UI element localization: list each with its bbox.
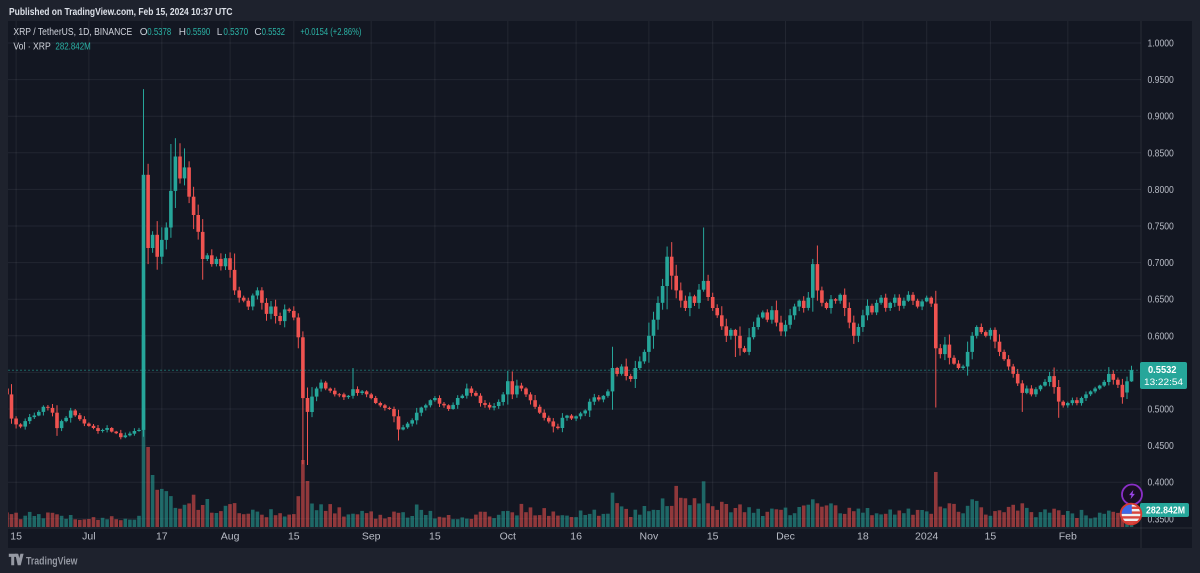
svg-text:0.5532: 0.5532 [262, 27, 286, 38]
svg-text:15: 15 [707, 531, 719, 543]
svg-text:0.8000: 0.8000 [1148, 184, 1174, 196]
svg-text:17: 17 [156, 531, 168, 543]
svg-text:15: 15 [288, 531, 300, 543]
svg-text:XRP / TetherUS, 1D, BINANCE: XRP / TetherUS, 1D, BINANCE [13, 27, 132, 38]
svg-text:Dec: Dec [776, 531, 795, 543]
svg-text:Sep: Sep [362, 531, 381, 543]
svg-text:282.842M: 282.842M [55, 42, 90, 53]
svg-text:Jul: Jul [82, 531, 95, 543]
svg-text:15: 15 [985, 531, 997, 543]
svg-text:Vol · XRP: Vol · XRP [13, 42, 51, 53]
svg-text:Aug: Aug [221, 531, 240, 543]
svg-text:O: O [140, 27, 148, 38]
svg-text:13:22:54: 13:22:54 [1144, 377, 1183, 388]
svg-text:0.8500: 0.8500 [1148, 147, 1174, 159]
svg-text:16: 16 [570, 531, 582, 543]
svg-text:Published on TradingView.com,: Published on TradingView.com, Feb 15, 20… [9, 6, 233, 18]
svg-text:15: 15 [429, 531, 441, 543]
svg-text:Feb: Feb [1059, 531, 1077, 543]
svg-text:1.0000: 1.0000 [1148, 38, 1174, 50]
svg-text:18: 18 [857, 531, 869, 543]
svg-text:0.9000: 0.9000 [1148, 111, 1174, 123]
svg-text:H: H [179, 27, 186, 38]
svg-text:0.7500: 0.7500 [1148, 221, 1174, 233]
svg-text:C: C [254, 27, 261, 38]
svg-text:Nov: Nov [640, 531, 659, 543]
svg-text:0.5378: 0.5378 [147, 27, 171, 38]
svg-text:+0.0154 (+2.86%): +0.0154 (+2.86%) [300, 27, 361, 38]
svg-text:0.5590: 0.5590 [186, 27, 210, 38]
svg-text:2024: 2024 [915, 531, 939, 543]
svg-text:15: 15 [10, 531, 22, 543]
svg-text:0.9500: 0.9500 [1148, 74, 1174, 86]
svg-text:0.6000: 0.6000 [1148, 330, 1174, 342]
svg-text:0.6500: 0.6500 [1148, 294, 1174, 306]
svg-text:Oct: Oct [500, 531, 516, 543]
svg-text:0.4500: 0.4500 [1148, 440, 1174, 452]
svg-text:TradingView: TradingView [26, 556, 78, 568]
svg-text:0.5532: 0.5532 [1148, 364, 1177, 376]
svg-text:0.5000: 0.5000 [1148, 404, 1174, 416]
svg-text:L: L [217, 27, 223, 38]
svg-text:0.7000: 0.7000 [1148, 257, 1174, 269]
svg-text:0.5370: 0.5370 [223, 27, 248, 38]
svg-text:282.842M: 282.842M [1146, 506, 1185, 517]
svg-text:0.4000: 0.4000 [1148, 477, 1174, 489]
